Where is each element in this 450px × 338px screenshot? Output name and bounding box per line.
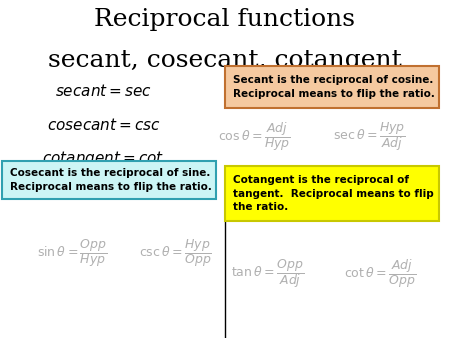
Text: secant, cosecant, cotangent: secant, cosecant, cotangent xyxy=(48,49,402,72)
Text: Secant is the reciprocal of cosine.
Reciprocal means to flip the ratio.: Secant is the reciprocal of cosine. Reci… xyxy=(233,75,435,99)
Text: $\cot\theta = \dfrac{\mathit{Adj}}{\mathit{Opp}}$: $\cot\theta = \dfrac{\mathit{Adj}}{\math… xyxy=(344,257,416,290)
FancyBboxPatch shape xyxy=(225,66,439,108)
Text: $\cos\theta = \dfrac{\mathit{Adj}}{\mathit{Hyp}}$: $\cos\theta = \dfrac{\mathit{Adj}}{\math… xyxy=(218,120,291,153)
Text: $\mathit{cotangent} = \mathit{cot}$: $\mathit{cotangent} = \mathit{cot}$ xyxy=(42,149,165,168)
FancyBboxPatch shape xyxy=(225,166,439,221)
Text: $\tan\theta = \dfrac{\mathit{Opp}}{\mathit{Adj}}$: $\tan\theta = \dfrac{\mathit{Opp}}{\math… xyxy=(231,257,304,290)
Text: Reciprocal functions: Reciprocal functions xyxy=(94,8,356,31)
Text: Cosecant is the reciprocal of sine.
Reciprocal means to flip the ratio.: Cosecant is the reciprocal of sine. Reci… xyxy=(10,168,212,192)
Text: $\csc\theta = \dfrac{\mathit{Hyp}}{\mathit{Opp}}$: $\csc\theta = \dfrac{\mathit{Hyp}}{\math… xyxy=(139,238,212,269)
Text: $\mathit{secant} = \mathit{sec}$: $\mathit{secant} = \mathit{sec}$ xyxy=(55,83,152,99)
Text: Cotangent is the reciprocal of
tangent.  Reciprocal means to flip
the ratio.: Cotangent is the reciprocal of tangent. … xyxy=(233,175,433,212)
Text: $\sin\theta = \dfrac{\mathit{Opp}}{\mathit{Hyp}}$: $\sin\theta = \dfrac{\mathit{Opp}}{\math… xyxy=(37,238,107,269)
FancyBboxPatch shape xyxy=(2,161,216,199)
Text: $\sec\theta = \dfrac{\mathit{Hyp}}{\mathit{Adj}}$: $\sec\theta = \dfrac{\mathit{Hyp}}{\math… xyxy=(333,120,405,153)
Text: $\mathit{cosecant} = \mathit{csc}$: $\mathit{cosecant} = \mathit{csc}$ xyxy=(47,117,160,133)
